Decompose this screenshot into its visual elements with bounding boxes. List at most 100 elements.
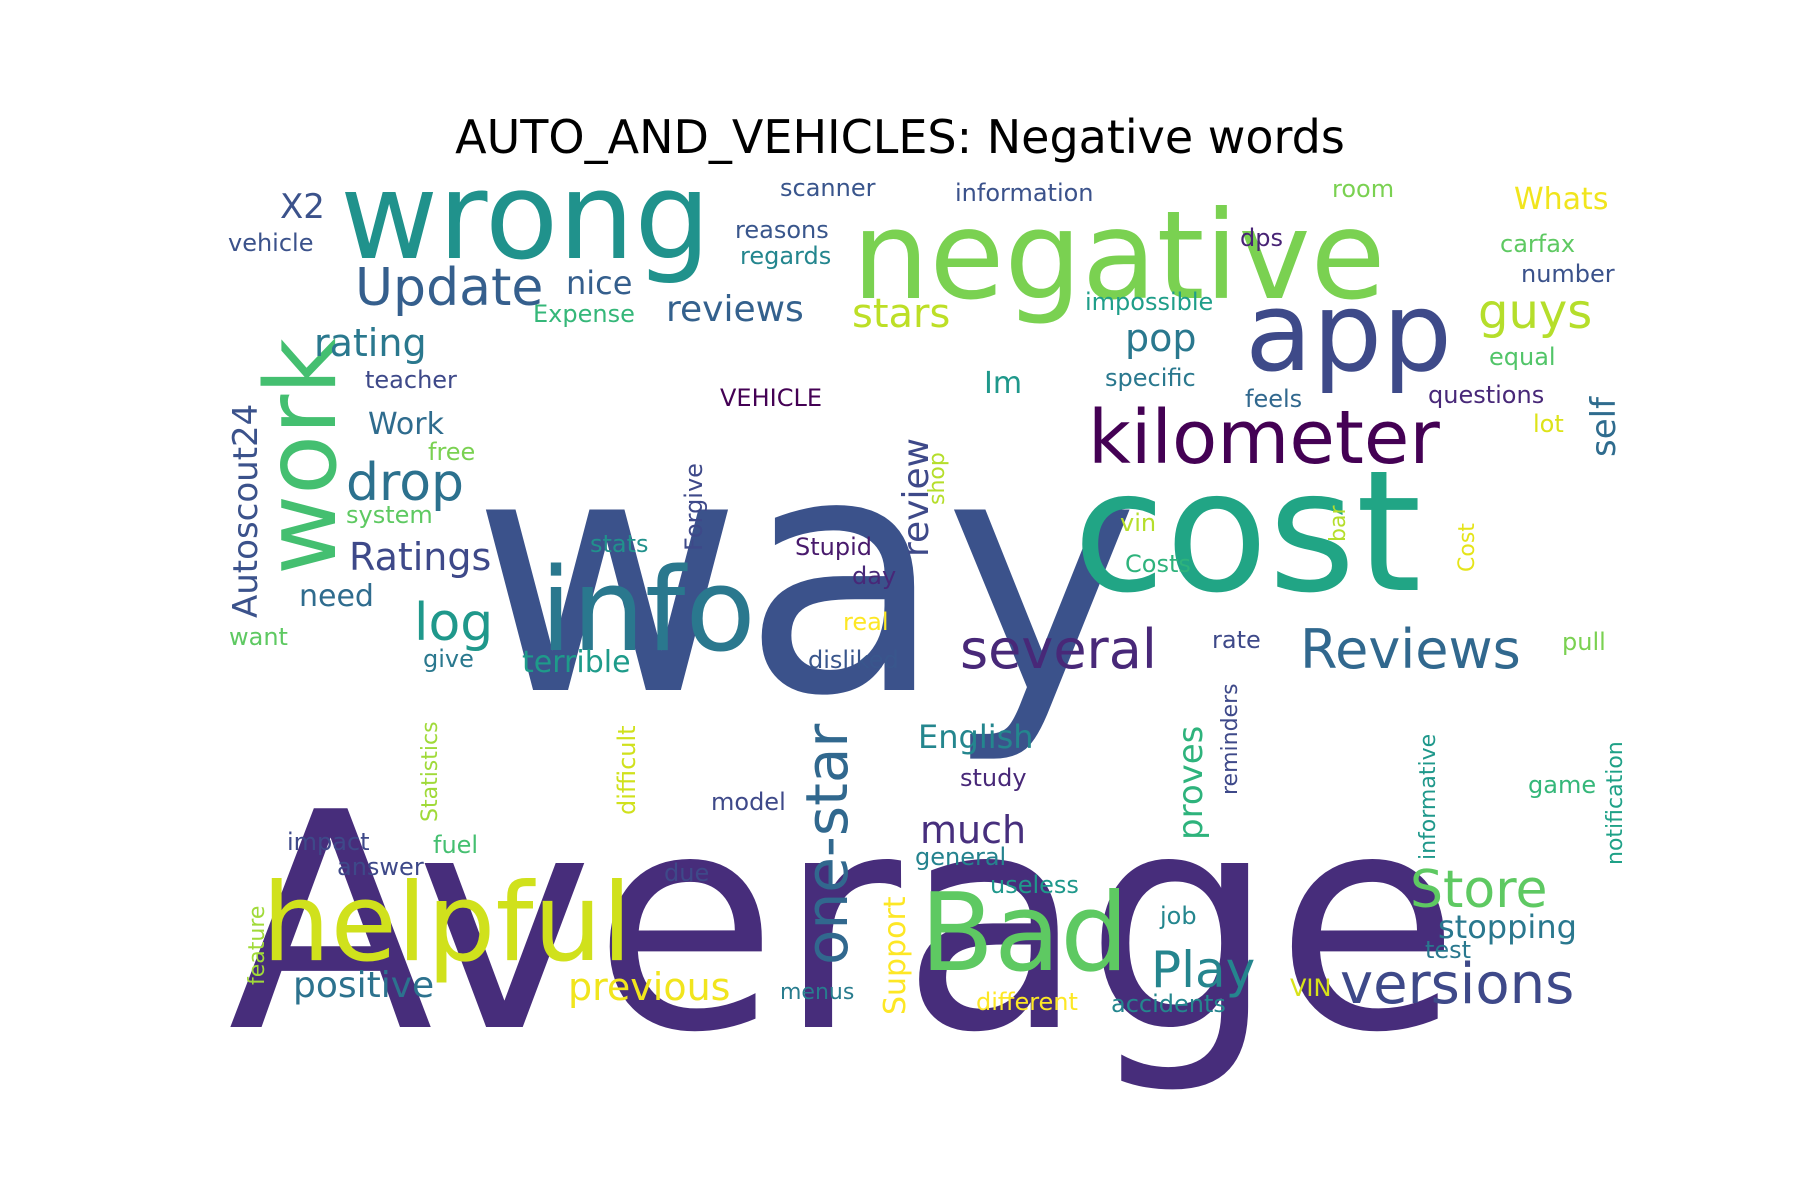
- word-study: study: [960, 764, 1027, 792]
- word-log: log: [414, 593, 493, 653]
- word-accidents: accidents: [1111, 990, 1226, 1018]
- word-reasons: reasons: [735, 216, 829, 244]
- word-test: test: [1425, 936, 1471, 964]
- word-pull: pull: [1562, 628, 1606, 656]
- word-average: Average: [228, 749, 1460, 1098]
- word-model: model: [711, 788, 786, 816]
- word-one-star: one-star: [793, 724, 861, 965]
- word-expense: Expense: [533, 300, 635, 328]
- word-due: due: [664, 859, 709, 887]
- word-fuel: fuel: [433, 831, 478, 859]
- word-information: information: [955, 179, 1094, 207]
- word-reviews: reviews: [666, 289, 804, 330]
- word-rate: rate: [1212, 626, 1261, 654]
- word-work: work: [245, 338, 359, 575]
- word-review: review: [896, 438, 937, 557]
- word-autoscout24: Autoscout24: [226, 404, 266, 618]
- word-free: free: [428, 438, 475, 466]
- word-vin: vin: [1120, 509, 1156, 537]
- word-stupid: Stupid: [795, 533, 872, 561]
- word-vehicle: VEHICLE: [720, 384, 822, 412]
- word-english: English: [918, 718, 1034, 756]
- word-number: number: [1521, 260, 1615, 288]
- word-want: want: [229, 623, 288, 651]
- word-impact: impact: [287, 828, 370, 856]
- word-game: game: [1528, 771, 1596, 799]
- word-im: Im: [984, 366, 1022, 401]
- word-feels: feels: [1245, 385, 1302, 413]
- word-info: info: [540, 544, 756, 678]
- word-bar: bar: [1326, 505, 1351, 542]
- word-work: Work: [368, 407, 445, 442]
- word-pop: pop: [1125, 316, 1197, 360]
- word-carfax: carfax: [1500, 230, 1575, 258]
- word-different: different: [976, 988, 1078, 1016]
- word-rating: rating: [314, 321, 427, 365]
- word-regards: regards: [740, 242, 831, 270]
- word-give: give: [423, 645, 474, 673]
- word-disliked: disliked: [808, 646, 899, 674]
- word-feature: feature: [245, 906, 270, 985]
- word-need: need: [299, 579, 374, 614]
- word-notification: notification: [1603, 741, 1628, 865]
- word-specific: specific: [1105, 364, 1196, 392]
- word-stopping: stopping: [1438, 908, 1577, 946]
- word-ratings: Ratings: [349, 535, 491, 579]
- word-stars: stars: [852, 291, 950, 337]
- word-real: real: [843, 608, 888, 636]
- word-previous: previous: [568, 965, 730, 1009]
- word-cost: Cost: [1455, 523, 1480, 572]
- word-stats: stats: [590, 530, 649, 558]
- chart-title: AUTO_AND_VEHICLES: Negative words: [455, 110, 1345, 164]
- word-lot: lot: [1533, 410, 1564, 438]
- word-wrong: wrong: [340, 148, 711, 287]
- word-impossible: impossible: [1085, 288, 1213, 316]
- word-helpful: helpful: [262, 861, 632, 986]
- word-positive: positive: [293, 965, 434, 1006]
- word-room: room: [1332, 175, 1394, 203]
- word-x2: X2: [280, 187, 325, 227]
- word-day: day: [852, 562, 896, 590]
- word-app: app: [1245, 268, 1452, 396]
- word-kilometer: kilometer: [1088, 395, 1440, 481]
- word-vehicle: vehicle: [228, 229, 313, 257]
- word-answer: answer: [337, 853, 424, 881]
- word-terrible: terrible: [522, 645, 631, 680]
- word-forgive: Forgive: [680, 463, 708, 551]
- word-general: general: [915, 843, 1006, 871]
- word-drop: drop: [346, 453, 464, 513]
- word-self: self: [1584, 396, 1624, 457]
- word-statistics: Statistics: [418, 721, 443, 822]
- word-informative: informative: [1416, 734, 1441, 860]
- word-vin: VIN: [1290, 974, 1331, 1002]
- word-way: way: [472, 384, 1139, 768]
- word-versions: versions: [1340, 952, 1574, 1017]
- word-difficult: difficult: [613, 725, 641, 815]
- word-much: much: [920, 808, 1026, 852]
- word-store: Store: [1410, 860, 1547, 920]
- word-useless: useless: [990, 871, 1079, 899]
- word-costs: Costs: [1125, 550, 1191, 578]
- word-job: job: [1159, 902, 1197, 930]
- word-bad: Bad: [920, 871, 1129, 996]
- word-nice: nice: [566, 264, 632, 302]
- word-reviews: Reviews: [1300, 618, 1521, 681]
- word-proves: proves: [1171, 726, 1211, 840]
- word-whats: Whats: [1514, 182, 1608, 217]
- word-guys: guys: [1478, 284, 1592, 340]
- word-negative: negative: [852, 185, 1386, 327]
- word-shop: shop: [925, 452, 950, 505]
- word-menus: menus: [780, 980, 854, 1005]
- word-cost: cost: [1073, 434, 1422, 630]
- word-several: several: [960, 618, 1157, 681]
- word-reminders: reminders: [1218, 683, 1243, 795]
- word-dps: dps: [1240, 224, 1283, 252]
- word-support: Support: [878, 896, 913, 1015]
- word-update: Update: [355, 258, 543, 318]
- word-system: system: [346, 501, 433, 529]
- word-equal: equal: [1489, 343, 1556, 371]
- word-play: Play: [1151, 941, 1255, 999]
- word-questions: questions: [1428, 381, 1544, 409]
- word-teacher: teacher: [365, 366, 457, 394]
